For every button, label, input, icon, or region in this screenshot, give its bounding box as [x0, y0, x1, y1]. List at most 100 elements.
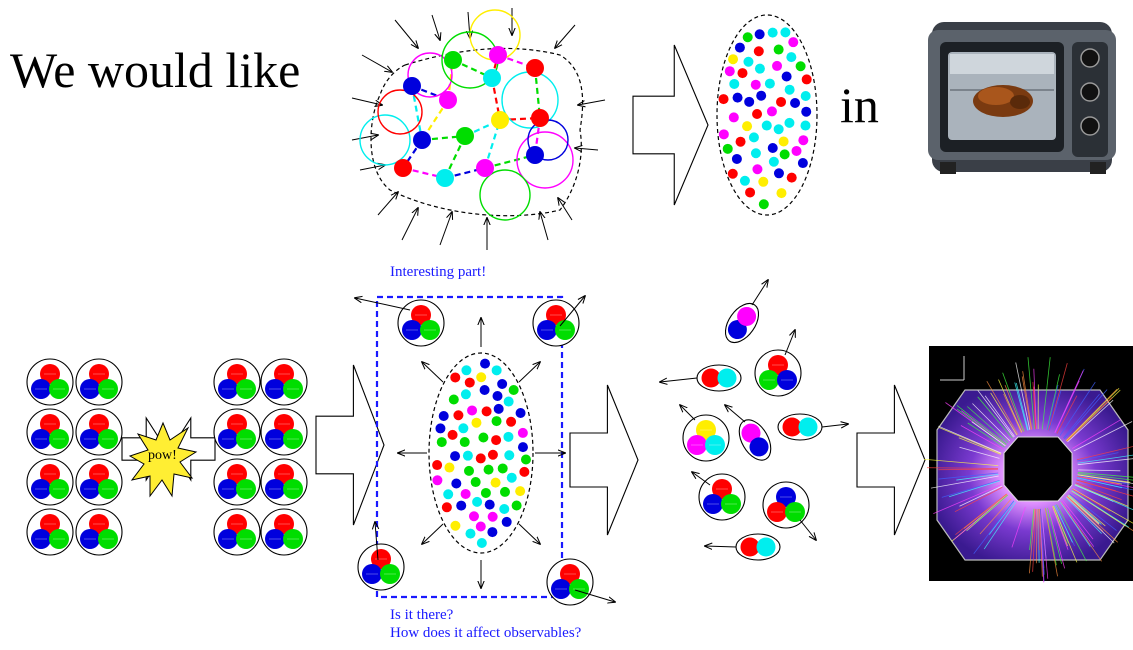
- plasma-quark: [728, 54, 738, 64]
- nucleon: [214, 359, 260, 405]
- nucleon: [76, 459, 122, 505]
- plasma-quark: [786, 52, 796, 62]
- network-quark: [476, 159, 494, 177]
- color-loop: [360, 115, 410, 165]
- baryon: [699, 474, 745, 520]
- plasma-quark: [507, 473, 517, 483]
- plasma-quark: [502, 517, 512, 527]
- plasma-quark: [435, 423, 445, 433]
- plasma-quark: [450, 451, 460, 461]
- plasma-quark: [751, 148, 761, 158]
- plasma-quark: [472, 497, 482, 507]
- meson: [778, 414, 822, 440]
- detector-event-display-icon: [924, 346, 1133, 582]
- plasma-quark: [787, 173, 797, 183]
- plasma-quark: [464, 466, 474, 476]
- plasma-quark: [478, 432, 488, 442]
- plasma-quark: [742, 121, 752, 131]
- plasma-quark: [732, 154, 742, 164]
- quark: [799, 418, 818, 437]
- escaping-baryon: [398, 300, 444, 346]
- plasma-quark: [769, 157, 779, 167]
- plasma-quark: [802, 74, 812, 84]
- nucleon: [214, 459, 260, 505]
- compression-arrow: [432, 15, 440, 40]
- plasma-quark: [767, 106, 777, 116]
- plasma-quark: [516, 408, 526, 418]
- nucleon: [261, 359, 307, 405]
- plasma-quark: [494, 404, 504, 414]
- plasma-quark: [504, 397, 514, 407]
- plasma-quark: [451, 479, 461, 489]
- plasma-quark: [491, 478, 501, 488]
- plasma-quark: [756, 91, 766, 101]
- plasma-quark: [759, 199, 769, 209]
- hadron-arrow: [725, 405, 745, 422]
- plasma-quark: [755, 64, 765, 74]
- hadron-arrow: [800, 520, 816, 540]
- plasma-dots-bottom: [432, 359, 531, 548]
- compression-arrow: [402, 208, 418, 240]
- plasma-quark: [492, 365, 502, 375]
- expansion-arrow: [422, 362, 443, 382]
- headline-suffix: in: [840, 80, 879, 130]
- compression-arrow: [362, 55, 392, 72]
- compression-arrow: [440, 212, 452, 245]
- plasma-quark: [515, 486, 525, 496]
- color-network: [360, 10, 573, 220]
- plasma-quark: [796, 61, 806, 71]
- plasma-quark: [477, 538, 487, 548]
- plasma-quark: [461, 365, 471, 375]
- plasma-quark: [774, 124, 784, 134]
- plasma-quark: [506, 417, 516, 427]
- pow-label: pow!: [148, 448, 177, 464]
- plasma-quark: [784, 118, 794, 128]
- color-loop: [480, 170, 530, 220]
- meson: [697, 365, 741, 391]
- plasma-quark: [487, 527, 497, 537]
- color-loop: [378, 90, 422, 134]
- plasma-quark: [453, 410, 463, 420]
- plasma-quark: [443, 489, 453, 499]
- compression-arrow: [360, 165, 385, 170]
- toaster-oven-icon: [928, 22, 1116, 174]
- escaping-baryon: [547, 559, 593, 605]
- expansion-arrow: [519, 524, 540, 544]
- compression-arrow: [352, 135, 378, 140]
- plasma-quark: [779, 136, 789, 146]
- network-quark: [444, 51, 462, 69]
- plasma-quark: [498, 463, 508, 473]
- plasma-quark: [503, 432, 513, 442]
- plasma-quark: [432, 475, 442, 485]
- compression-arrow: [575, 148, 598, 150]
- plasma-quark: [728, 169, 738, 179]
- baryon-momentum-arrow: [355, 298, 410, 310]
- plasma-quark: [471, 477, 481, 487]
- plasma-quark: [476, 453, 486, 463]
- plasma-quark: [521, 455, 531, 465]
- compression-arrow: [540, 212, 548, 240]
- quark: [718, 369, 737, 388]
- plasma-quark: [492, 391, 502, 401]
- headline-prefix: We would like: [10, 45, 300, 95]
- escaping-baryon: [533, 300, 579, 346]
- hadron-arrow: [705, 546, 736, 547]
- network-quark: [439, 91, 457, 109]
- nucleon: [261, 409, 307, 455]
- quark: [757, 538, 776, 557]
- nucleon: [76, 509, 122, 555]
- hadron-arrow: [680, 405, 695, 420]
- compression-arrow: [378, 192, 398, 215]
- plasma-quark: [471, 418, 481, 428]
- nucleon: [27, 459, 73, 505]
- plasma-quark: [798, 158, 808, 168]
- plasma-quark: [480, 359, 490, 369]
- escaping-baryon: [358, 544, 404, 590]
- network-quark: [483, 69, 501, 87]
- plasma-quark: [492, 416, 502, 426]
- plasma-quark: [449, 395, 459, 405]
- plasma-quark: [780, 149, 790, 159]
- block-arrow-detection: [857, 385, 925, 535]
- network-quark: [394, 159, 412, 177]
